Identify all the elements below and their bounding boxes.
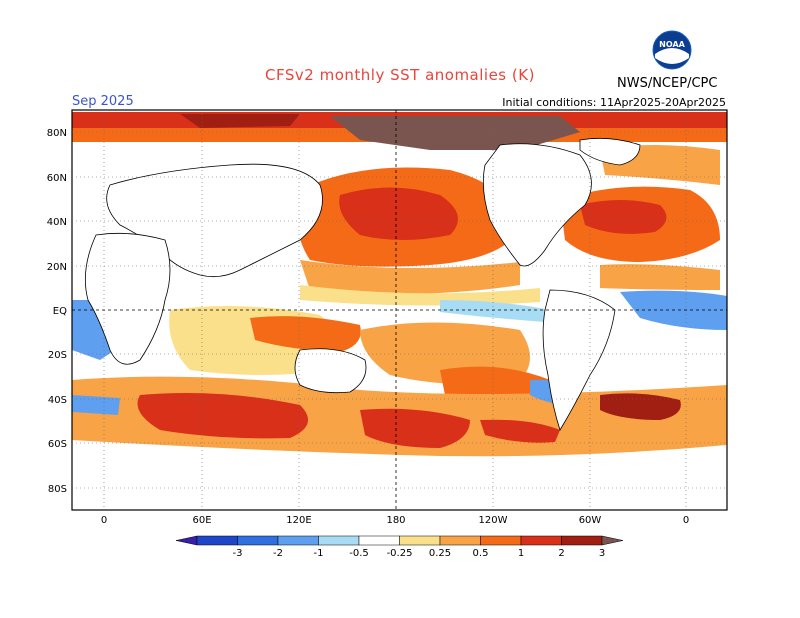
colorbar-segment <box>358 535 400 546</box>
colorbar-label: -0.25 <box>387 548 413 559</box>
north-america <box>482 143 592 267</box>
south-atlantic-very-hot <box>600 393 681 420</box>
colorbar-label: 0.5 <box>473 548 489 559</box>
page-title: CFSv2 monthly SST anomalies (K) <box>265 66 535 84</box>
north-pacific-hot <box>339 187 458 240</box>
antarctica <box>72 457 727 510</box>
colorbar-label: 1 <box>518 548 524 559</box>
tasman-hot <box>360 408 470 448</box>
colorbar-label: -0.5 <box>349 548 369 559</box>
atlantic-subtropical-warm <box>600 264 720 290</box>
map-field <box>72 110 727 510</box>
lon-label: 60W <box>579 515 602 526</box>
longitude-labels: 0 60E 120E 180 120W 60W 0 <box>101 515 689 526</box>
reference-lines <box>72 110 727 510</box>
colorbar-label: -1 <box>314 548 324 559</box>
south-atlantic-cool-patch <box>72 395 120 415</box>
north-pacific-warm-edge <box>300 260 520 294</box>
colorbar-label: 2 <box>558 548 564 559</box>
agency-label: NWS/NCEP/CPC <box>617 76 718 91</box>
lat-label: 20S <box>48 350 67 361</box>
south-america <box>542 289 616 431</box>
south-indian-hot <box>137 392 308 439</box>
colorbar-segment <box>237 535 279 546</box>
colorbar-max-arrow <box>601 535 624 546</box>
lat-label: EQ <box>53 306 67 317</box>
colorbar-label: -2 <box>273 548 283 559</box>
north-atlantic-hot <box>580 200 667 234</box>
colorbar-segment <box>196 535 238 546</box>
lon-label: 60E <box>192 515 211 526</box>
colorbar: -3 -2 -1 -0.5 -0.25 0.25 0.5 1 2 3 <box>175 535 624 559</box>
initial-conditions: Initial conditions: 11Apr2025-20Apr2025 <box>502 96 726 109</box>
colorbar-label: 3 <box>599 548 605 559</box>
colorbar-segment <box>520 535 562 546</box>
lat-label: 80N <box>47 128 67 139</box>
lat-label: 40S <box>48 395 67 406</box>
lon-label: 180 <box>386 515 405 526</box>
colorbar-label: -3 <box>233 548 243 559</box>
lon-label: 120W <box>479 515 508 526</box>
lat-label: 60N <box>47 173 67 184</box>
colorbar-segment <box>439 535 481 546</box>
greenland <box>579 137 641 166</box>
lat-label: 80S <box>48 484 67 495</box>
eastern-pacific-weak-cool <box>440 300 550 322</box>
colorbar-segment <box>277 535 319 546</box>
colorbar-label: 0.25 <box>429 548 451 559</box>
colorbar-segment <box>399 535 441 546</box>
lat-label: 40N <box>47 217 67 228</box>
colorbar-min-arrow <box>175 535 198 546</box>
noaa-logo: NOAA <box>652 30 692 74</box>
lon-label: 0 <box>101 515 107 526</box>
colorbar-segment <box>480 535 522 546</box>
lat-label: 60S <box>48 439 67 450</box>
colorbar-segment <box>318 535 360 546</box>
latitude-labels: 80N 60N 40N 20N EQ 20S 40S 60S 80S <box>47 128 67 495</box>
colorbar-segment <box>561 535 603 546</box>
lon-label: 120E <box>286 515 311 526</box>
forecast-month: Sep 2025 <box>72 94 134 109</box>
australia <box>294 348 367 394</box>
arctic-extreme-patch <box>330 116 580 150</box>
lon-label: 0 <box>683 515 689 526</box>
logo-text: NOAA <box>659 40 685 49</box>
north-pacific-weak-warm <box>300 285 540 306</box>
maritime-continent-warm <box>250 316 361 352</box>
lat-label: 20N <box>47 262 67 273</box>
arctic-hot-patch <box>180 114 300 128</box>
south-pacific-hot <box>480 419 560 443</box>
